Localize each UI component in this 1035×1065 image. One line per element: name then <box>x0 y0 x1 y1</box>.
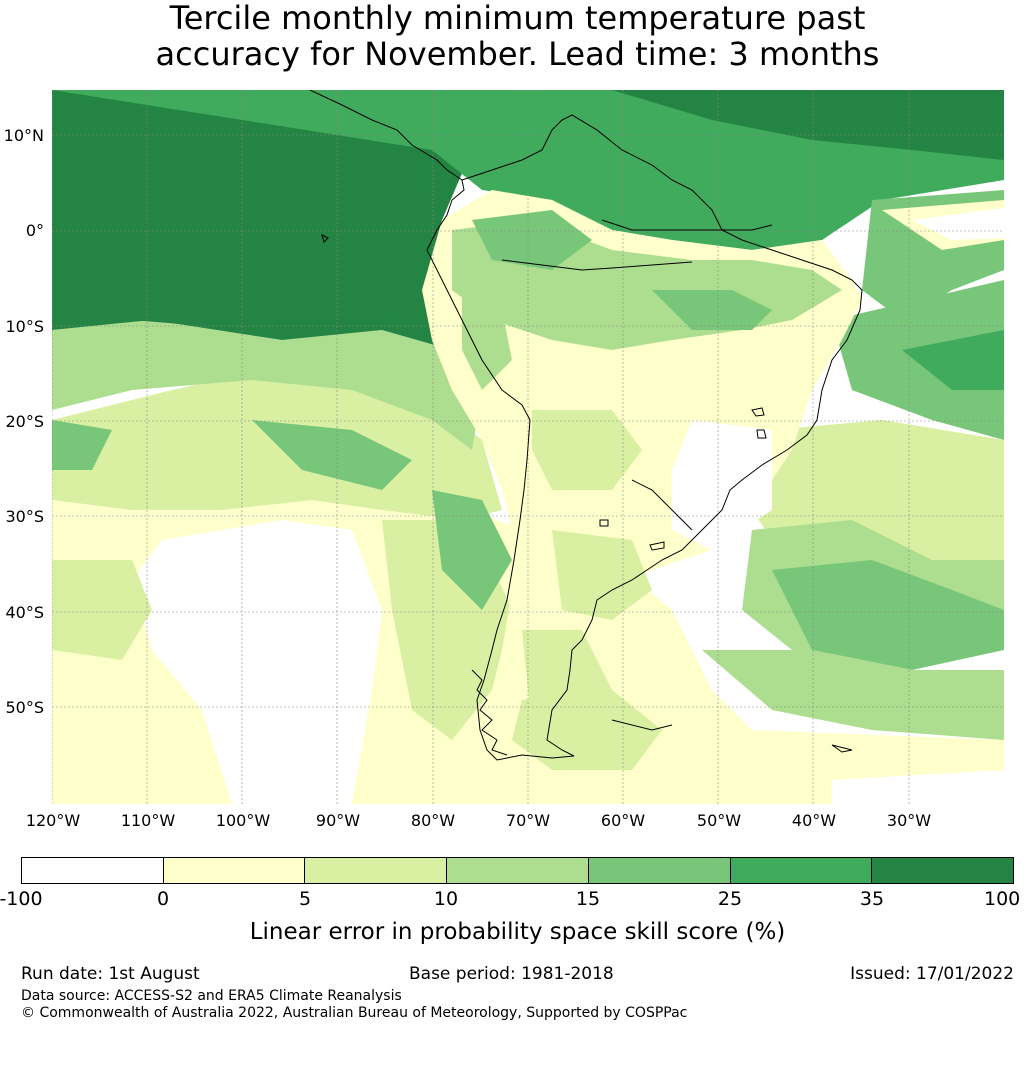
lon-label-60w: 60°W <box>600 811 646 830</box>
colorbar-tick-label: 10 <box>433 888 459 910</box>
lon-label-40w: 40°W <box>791 811 837 830</box>
map-title: Tercile monthly minimum temperature past… <box>0 0 1035 72</box>
colorbar-tick-label: 15 <box>575 888 601 910</box>
colorbar-segment <box>730 858 873 883</box>
colorbar-label: Linear error in probability space skill … <box>249 919 786 945</box>
lat-label-30s: 30°S <box>5 507 44 526</box>
colorbar-tick-label: 100 <box>984 888 1021 910</box>
lat-label-10s: 10°S <box>5 317 44 336</box>
colorbar-segment <box>447 858 589 883</box>
issued-date: Issued: 17/01/2022 <box>850 964 1014 984</box>
lat-label-10n: 10°N <box>3 126 44 145</box>
colorbar-tick-label: 5 <box>298 888 312 910</box>
coastline <box>309 90 863 761</box>
data-source: Data source: ACCESS-S2 and ERA5 Climate … <box>21 988 402 1004</box>
colorbar <box>21 857 1014 884</box>
lon-label-80w: 80°W <box>410 811 456 830</box>
title-line-1: Tercile monthly minimum temperature past <box>169 0 866 37</box>
run-date: Run date: 1st August <box>21 964 200 984</box>
lon-label-30w: 30°W <box>886 811 932 830</box>
lat-label-20s: 20°S <box>5 412 44 431</box>
colorbar-tick-label: 25 <box>717 888 743 910</box>
lon-label-90w: 90°W <box>315 811 361 830</box>
lat-label-40s: 40°S <box>5 603 44 622</box>
lon-label-70w: 70°W <box>505 811 551 830</box>
skill-score-map <box>52 90 1004 804</box>
title-line-2: accuracy for November. Lead time: 3 mont… <box>155 35 880 73</box>
map-canvas <box>52 90 1004 804</box>
graticule <box>52 90 1004 804</box>
colorbar-tick-label: -100 <box>0 888 43 910</box>
lon-label-100w: 100°W <box>215 811 271 830</box>
colorbar-segment <box>163 858 306 883</box>
colorbar-segment <box>305 858 448 883</box>
colorbar-segment <box>872 858 1014 883</box>
base-period: Base period: 1981-2018 <box>409 964 614 984</box>
colorbar-segment <box>588 858 731 883</box>
copyright: © Commonwealth of Australia 2022, Austra… <box>21 1005 688 1021</box>
lon-label-110w: 110°W <box>120 811 176 830</box>
lon-label-50w: 50°W <box>696 811 742 830</box>
colorbar-segment <box>22 858 164 883</box>
colorbar-tick-label: 35 <box>859 888 885 910</box>
lon-label-120w: 120°W <box>25 811 81 830</box>
colorbar-tick-label: 0 <box>156 888 170 910</box>
lat-label-0: 0° <box>25 221 44 240</box>
lat-label-50s: 50°S <box>5 698 44 717</box>
